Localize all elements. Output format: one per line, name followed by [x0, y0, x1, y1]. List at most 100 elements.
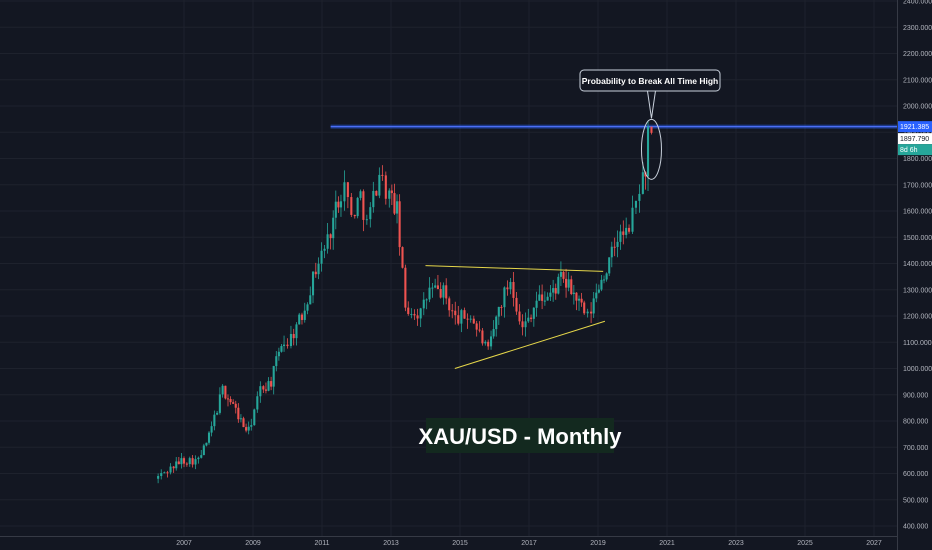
candle-body	[577, 298, 581, 301]
candle-body	[625, 227, 628, 235]
candle-body	[575, 292, 578, 301]
time-tick-label: 2027	[866, 540, 882, 547]
candle-body	[454, 310, 457, 316]
price-tick-label: 1800.000	[903, 156, 932, 163]
time-tick-label: 2007	[176, 540, 192, 547]
candle-body	[583, 302, 586, 314]
candle-body	[378, 174, 381, 196]
candle-body	[602, 279, 606, 281]
candle-body	[567, 279, 570, 288]
price-tick-label: 800.000	[903, 419, 928, 426]
chart-title-background	[426, 418, 614, 453]
candle-body	[359, 191, 362, 198]
time-tick-label: 2009	[245, 540, 261, 547]
candle-body	[557, 276, 560, 294]
candle-body	[521, 321, 524, 328]
candle-body	[166, 472, 169, 474]
candle-body	[213, 414, 216, 427]
price-tick-label: 2300.000	[903, 25, 932, 32]
price-tick-label: 2100.000	[903, 77, 932, 84]
candle-body	[442, 285, 445, 298]
candle-body	[472, 318, 475, 324]
candle-body	[600, 279, 603, 290]
annotation-pointer	[646, 90, 656, 119]
breakout-ellipse	[640, 118, 662, 180]
time-tick-label: 2015	[452, 540, 468, 547]
candle-body	[393, 193, 396, 214]
price-tick-label: 1000.000	[903, 366, 932, 373]
time-axis: 2007 2009 2011 2013 2015 2017 2019 2021 2023 2025…	[176, 540, 882, 547]
candle-body	[622, 231, 625, 235]
candle-body	[188, 458, 191, 465]
candle-body	[641, 172, 644, 194]
candle-body	[428, 287, 431, 300]
candle-body	[300, 314, 304, 320]
candle-body	[346, 182, 349, 198]
candle-body	[306, 304, 309, 311]
price-tick-label: 1600.000	[903, 209, 932, 216]
candle-body	[431, 287, 434, 289]
candle-body	[270, 381, 273, 387]
candle-body	[320, 250, 323, 264]
candle-body	[595, 292, 598, 299]
candle-body	[634, 200, 637, 208]
candle-body	[317, 263, 320, 275]
candle-body	[497, 306, 500, 317]
candle-body	[253, 409, 256, 426]
time-tick-label: 2025	[797, 540, 813, 547]
candle-body	[280, 346, 283, 352]
candle-body	[445, 285, 448, 299]
candle-body	[646, 126, 650, 177]
candle-body	[264, 389, 267, 391]
candle-body	[218, 394, 221, 413]
candle-body	[552, 288, 555, 293]
candle-body	[334, 201, 337, 218]
candle-body	[500, 306, 503, 308]
candle-body	[524, 321, 527, 328]
price-tick-label: 900.000	[903, 392, 928, 399]
candle-body	[469, 318, 472, 320]
grid-lines	[0, 0, 897, 536]
candle-body	[434, 285, 437, 288]
candle-body	[407, 307, 410, 314]
price-tick-label: 1400.000	[903, 261, 932, 268]
candle-body	[565, 278, 568, 288]
time-tick-label: 2017	[521, 540, 537, 547]
candle-body	[194, 459, 197, 465]
candle-body	[549, 292, 552, 297]
time-tick-label: 2019	[590, 540, 606, 547]
candle-body	[245, 427, 248, 431]
candle-body	[487, 341, 490, 347]
candle-body	[224, 385, 227, 399]
candle-body	[422, 299, 425, 309]
candle-body	[619, 231, 622, 242]
candle-body	[207, 432, 211, 443]
candle-body	[613, 246, 616, 248]
candle-body	[350, 197, 353, 215]
candle-body	[353, 214, 356, 217]
price-tick-label: 400.000	[903, 524, 928, 531]
price-tick-label: 700.000	[903, 445, 928, 452]
candle-body	[283, 344, 286, 347]
candle-body	[381, 174, 384, 176]
candle-body	[535, 300, 538, 308]
candle-body	[457, 315, 460, 324]
candle-body	[515, 297, 518, 312]
price-tick-label: 1200.000	[903, 314, 932, 321]
candle-body	[286, 344, 289, 347]
candle-body	[395, 201, 399, 214]
candle-body	[216, 412, 219, 415]
candle-body	[590, 311, 593, 314]
price-tags: 1921.385 1897.790 8d 6h	[898, 121, 932, 156]
last-price-tag	[898, 133, 932, 145]
candle-body	[413, 313, 416, 316]
price-tick-label: 1300.000	[903, 287, 932, 294]
candle-body	[205, 442, 208, 446]
candle-body	[538, 294, 541, 301]
candle-body	[448, 298, 451, 311]
candle-body	[329, 234, 332, 239]
candle-body	[337, 201, 340, 208]
candle-body	[262, 386, 265, 390]
